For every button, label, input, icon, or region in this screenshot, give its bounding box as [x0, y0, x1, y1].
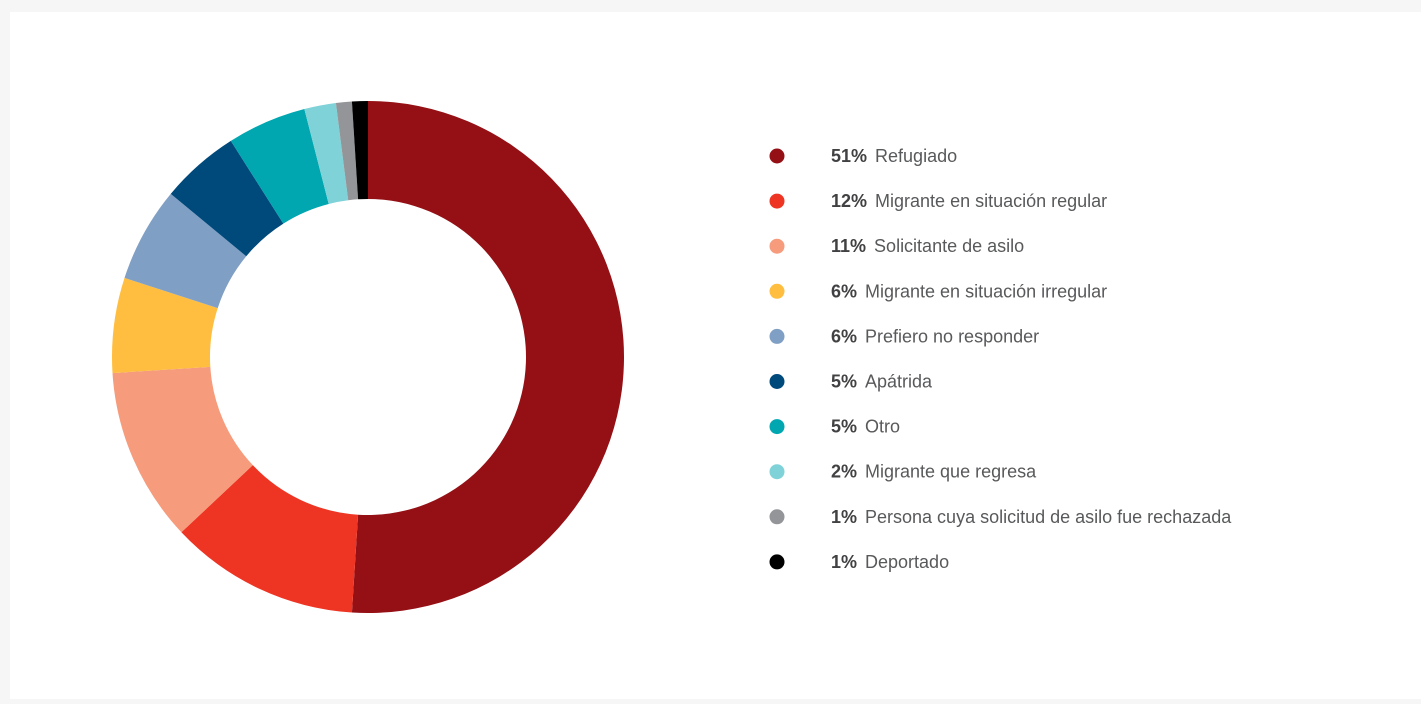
legend-marker [769, 193, 785, 209]
legend-value: 2% [831, 461, 857, 481]
slice [230, 109, 329, 224]
slice [181, 465, 359, 613]
legend-marker [769, 238, 785, 254]
legend-marker [769, 283, 785, 299]
legend-label: Solicitante de asilo [874, 236, 1024, 256]
slice [170, 140, 284, 257]
legend-marker [769, 328, 785, 344]
legend-label: Migrante que regresa [865, 461, 1037, 481]
legend-value: 11% [831, 236, 866, 256]
legend-marker [769, 374, 785, 389]
slice [124, 193, 247, 309]
chart: 51% Refugiado 12% Migrante en situación reg… [112, 101, 1232, 614]
legend-value: 5% [831, 371, 857, 391]
legend-label: Apátrida [865, 371, 933, 391]
legend-value: 6% [831, 326, 857, 346]
legend-label: Persona cuya solicitud de asilo fue rech… [865, 507, 1232, 527]
legend-label: Deportado [865, 552, 949, 572]
legend-label: Migrante en situación regular [875, 191, 1107, 211]
legend-label: Migrante en situación irregular [865, 281, 1107, 301]
panel: 51% Refugiado 12% Migrante en situación reg… [10, 12, 1421, 699]
legend-value: 12% [831, 191, 867, 211]
legend-entry: 51% Refugiado [831, 146, 957, 166]
legend-label: Refugiado [875, 146, 957, 166]
legend-entry: 11% Solicitante de asilo [831, 236, 1024, 256]
slice [112, 366, 253, 533]
legend-label: Prefiero no responder [865, 326, 1039, 346]
legend-value: 1% [831, 552, 857, 572]
legend-value: 51% [831, 146, 867, 166]
slice [351, 101, 368, 200]
slice [304, 103, 349, 204]
legend-entry: 2% Migrante que regresa [831, 461, 1037, 481]
slice [112, 277, 218, 374]
legend-marker [769, 419, 785, 435]
legend-entry: 5% Apátrida [831, 371, 933, 391]
legend-value: 5% [831, 416, 857, 436]
legend-marker [769, 509, 785, 525]
legend-entry: 6% Prefiero no responder [831, 326, 1039, 346]
legend-entry: 5% Otro [831, 416, 900, 436]
legend-marker [769, 464, 785, 480]
legend-entry: 1% Deportado [831, 552, 949, 572]
legend-marker [769, 554, 785, 570]
legend-label: Otro [865, 416, 900, 436]
legend-entry: 12% Migrante en situación regular [831, 191, 1107, 211]
legend-entry: 1% Persona cuya solicitud de asilo fue re… [831, 507, 1232, 527]
slice [335, 101, 359, 201]
legend-value: 1% [831, 507, 857, 527]
legend-entry: 6% Migrante en situación irregular [831, 281, 1107, 301]
slice [351, 101, 625, 614]
legend-value: 6% [831, 281, 857, 301]
legend-marker [769, 148, 785, 164]
